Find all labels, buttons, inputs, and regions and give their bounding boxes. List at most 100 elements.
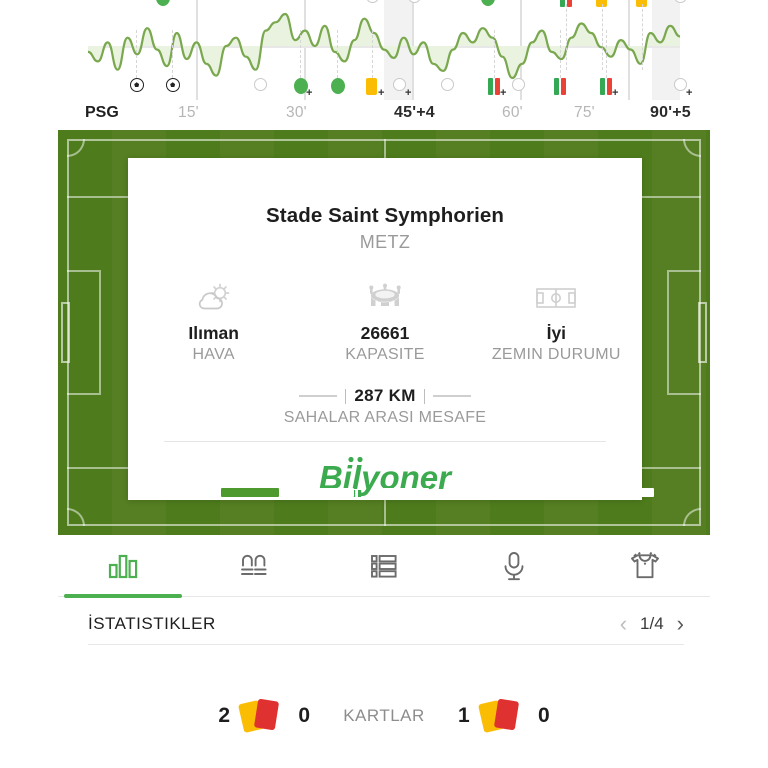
red-card-icon [493, 698, 519, 731]
timeline-event-dot-filled[interactable] [481, 0, 496, 6]
timeline-event-ball[interactable] [130, 78, 145, 93]
tab-lineups[interactable] [188, 540, 318, 596]
goal-ball-icon [166, 78, 180, 92]
tab-underline [194, 594, 312, 597]
event-plus-icon: + [500, 87, 507, 99]
substitution-icon [554, 78, 570, 95]
event-guide-line [602, 4, 603, 70]
distance-value: 287 KM [354, 386, 416, 405]
jersey-icon [628, 550, 662, 587]
cards-stat-row: 2 0 KARTLAR 1 0 [0, 690, 768, 742]
fact-capacity-label: KAPASITE [345, 346, 425, 363]
yellow-card-icon [596, 0, 607, 7]
card-divider [164, 441, 606, 443]
microphone-icon [500, 550, 528, 587]
pager-next-button[interactable]: › [676, 611, 684, 636]
timeline-event-subs[interactable] [560, 0, 576, 7]
timeline-event-dot-filled[interactable]: + [294, 78, 312, 99]
pitch-goal-box-right [667, 270, 701, 395]
distance-rule-right [433, 395, 472, 397]
stats-section-header: İSTATISTIKLER ‹ 1/4 › [88, 604, 684, 645]
timeline-event-ycard[interactable] [636, 0, 651, 7]
event-dot-filled [331, 78, 345, 94]
timeline-event-dot-open[interactable] [408, 0, 423, 5]
fact-weather-label: HAVA [192, 346, 235, 363]
timeline-event-dot-open[interactable]: + [393, 78, 411, 99]
home-red-count: 0 [298, 704, 311, 727]
yellow-card-icon [366, 78, 377, 95]
event-dot-open [512, 78, 525, 91]
distance-pipe-right [423, 388, 426, 404]
bottom-mask [0, 758, 768, 768]
event-dot-open [674, 78, 687, 91]
event-guide-line [494, 30, 495, 78]
pager-page-indicator: 1/4 [640, 614, 664, 633]
carousel-dot-2[interactable] [296, 488, 354, 497]
pitch-goal-box-left [67, 270, 101, 395]
timeline-event-ycard[interactable] [596, 0, 611, 7]
event-dot-filled [156, 0, 170, 6]
timeline-event-subs[interactable] [554, 78, 570, 95]
venue-facts: Ilıman HAVA [128, 279, 642, 364]
timeline-event-ball[interactable] [166, 78, 181, 93]
carousel-dot-6[interactable] [596, 488, 654, 497]
timeline-event-dot-open[interactable]: + [674, 78, 692, 99]
carousel-dot-4[interactable] [446, 488, 504, 497]
cards-stat-label: KARTLAR [343, 706, 425, 725]
event-dot-open [674, 0, 687, 3]
list-icon [368, 551, 400, 586]
tab-jerseys[interactable] [580, 540, 710, 596]
stats-pager[interactable]: ‹ 1/4 › [620, 613, 684, 635]
home-yellow-count: 2 [218, 704, 231, 727]
carousel-indicator[interactable] [146, 488, 654, 497]
fact-weather: Ilıman HAVA [128, 279, 299, 364]
fact-pitch-value: İyi [546, 323, 567, 343]
bar-chart-icon [107, 551, 139, 586]
event-guide-line [300, 30, 301, 78]
event-dot-open [254, 78, 267, 91]
event-plus-icon: + [306, 87, 313, 99]
event-guide-line [606, 30, 607, 78]
timeline-event-subs[interactable]: + [488, 78, 506, 99]
tab-statistics[interactable] [58, 540, 188, 598]
people-icon [237, 551, 271, 586]
timeline-tick-5: 90'+5 [650, 104, 691, 121]
timeline-home-team: PSG [85, 104, 119, 121]
event-dot-open [366, 0, 379, 3]
distance-label: SAHALAR ARASI MESAFE [283, 409, 487, 426]
yellow-card-icon [636, 0, 647, 7]
fact-capacity: 26661 KAPASITE [299, 279, 470, 364]
tab-commentary[interactable] [449, 540, 579, 596]
pitch-corner-arc-bottom-right [683, 508, 701, 526]
timeline-event-dot-filled[interactable] [331, 78, 346, 94]
tab-underline [455, 594, 573, 597]
substitution-icon [488, 78, 504, 95]
carousel-dot-1[interactable] [221, 488, 279, 497]
venue-name: Stade Saint Symphorien [266, 204, 504, 227]
timeline-event-dot-open[interactable] [441, 78, 456, 93]
carousel-dot-0[interactable] [146, 488, 204, 497]
event-guide-line [642, 4, 643, 70]
red-card-icon [254, 698, 280, 731]
substitution-icon [560, 0, 576, 7]
carousel-dot-5[interactable] [521, 488, 579, 497]
timeline-event-dot-open[interactable] [366, 0, 381, 5]
timeline-event-dot-open[interactable] [254, 78, 269, 93]
pitch-goal-left [61, 302, 70, 363]
tab-list[interactable] [319, 540, 449, 596]
timeline-event-dot-open[interactable] [512, 78, 527, 93]
event-dot-open [393, 78, 406, 91]
away-yellow-count: 1 [457, 704, 470, 727]
event-guide-line [337, 30, 338, 78]
timeline-event-ycard[interactable]: + [366, 78, 384, 99]
timeline-event-subs[interactable]: + [600, 78, 618, 99]
section-tab-bar[interactable] [58, 540, 710, 598]
carousel-dot-3[interactable] [371, 488, 429, 497]
pager-prev-button[interactable]: ‹ [619, 611, 628, 636]
match-momentum-timeline[interactable]: + + + + + + PSG 15' 30' 45'+4 60' 75' 90'+5 [85, 0, 692, 122]
timeline-event-dot-filled[interactable] [156, 0, 171, 6]
fact-capacity-value: 26661 [360, 323, 410, 343]
timeline-event-dot-open[interactable] [674, 0, 689, 5]
stats-title: İSTATISTIKLER [88, 614, 216, 633]
